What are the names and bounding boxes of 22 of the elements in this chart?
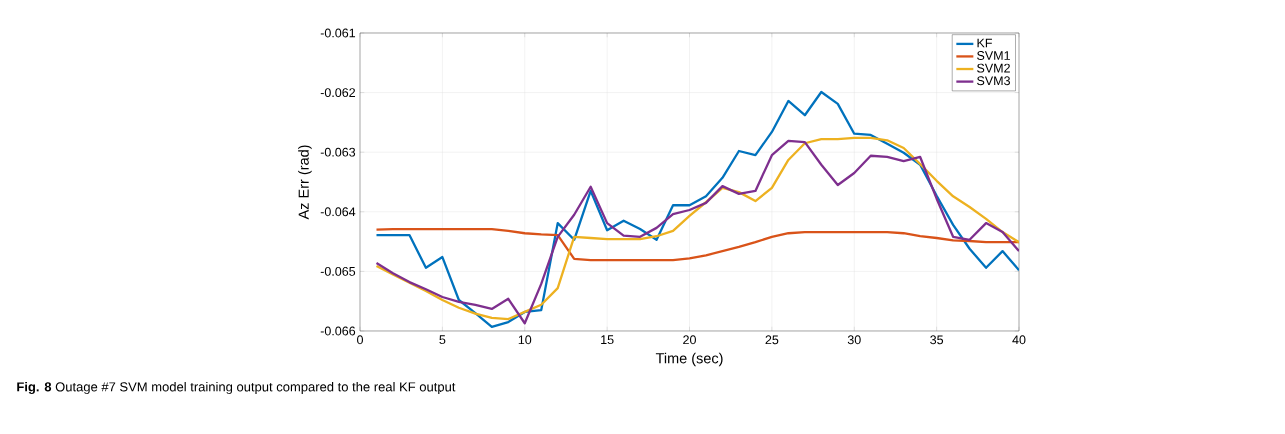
x-tick-label: 20 [683,335,696,345]
y-tick-label: -0.063 [320,147,356,157]
y-tick-label: -0.066 [320,326,356,336]
y-axis-title: Az Err (rad) [298,145,312,220]
x-tick-label: 5 [439,335,446,345]
legend-label: KF [977,38,992,48]
legend-label: SVM2 [977,63,1010,73]
y-tick-label: -0.064 [320,207,356,217]
y-tick-label: -0.061 [320,28,356,38]
x-tick-label: 25 [765,335,779,345]
x-tick-label: 30 [847,335,861,345]
y-tick-label: -0.065 [320,266,356,276]
legend-label: SVM3 [977,76,1010,86]
x-tick-label: 40 [1012,335,1026,345]
x-axis-title: Time (sec) [655,352,723,367]
text: Fig. 8 Outage #7 SVM model training output compared to the real KF output [17,381,456,395]
x-tick-label: 0 [357,335,364,345]
x-tick-label: 35 [930,335,944,345]
y-tick-label: -0.062 [320,88,356,98]
legend-label: SVM1 [977,51,1010,60]
x-tick-label: 10 [518,335,532,345]
x-tick-label: 15 [601,335,614,345]
